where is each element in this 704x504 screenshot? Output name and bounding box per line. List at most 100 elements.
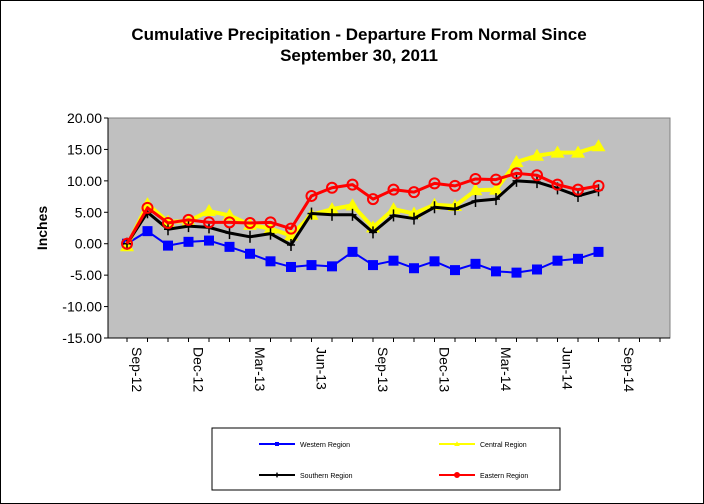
data-point-circle [490, 173, 502, 186]
data-point-plus [389, 209, 398, 222]
data-point-plus [275, 472, 279, 478]
data-point-circle [162, 216, 174, 229]
y-tick-label: -10.00 [62, 299, 102, 315]
legend-entry: Central Region [439, 441, 527, 449]
data-point-plus [410, 212, 418, 225]
legend-label: Southern Region [300, 473, 353, 480]
y-tick-label: 5.00 [75, 204, 102, 220]
data-point-square [163, 240, 173, 251]
data-point-circle [326, 181, 338, 194]
data-point-triangle [222, 208, 237, 221]
data-point-triangle [202, 204, 216, 217]
x-tick-label: Dec-12 [191, 347, 207, 392]
data-point-square [368, 260, 378, 271]
chart-title-line-2: September 30, 2011 [280, 46, 438, 65]
legend-entry: Western Region [259, 442, 350, 449]
x-tick-label: Jun-13 [314, 347, 330, 390]
data-point-triangle [571, 145, 585, 158]
data-point-plus [164, 223, 172, 236]
data-point-plus [512, 174, 521, 187]
data-point-triangle [386, 202, 401, 215]
data-point-square [286, 261, 296, 272]
series-layer [120, 139, 606, 278]
x-tick-label: Sep-14 [621, 347, 637, 392]
data-point-circle [223, 216, 236, 229]
data-point-circle [285, 222, 297, 235]
x-tick-label: Mar-14 [498, 347, 514, 392]
data-point-triangle [468, 183, 483, 196]
data-point-square [306, 260, 317, 271]
legend-box [211, 427, 561, 491]
data-point-square [224, 241, 235, 252]
data-point-triangle [550, 145, 565, 158]
y-tick-label: -15.00 [62, 330, 102, 346]
x-tick-label: Mar-13 [252, 347, 268, 392]
data-point-triangle [591, 139, 606, 152]
data-point-square [204, 235, 214, 246]
data-point-square [429, 256, 440, 267]
data-point-triangle [509, 155, 524, 167]
data-point-circle [244, 216, 256, 229]
data-point-circle [572, 183, 584, 196]
data-point-square [573, 253, 583, 264]
y-tick-label: 15.00 [67, 141, 102, 157]
legend-entry: Eastern Region [439, 472, 528, 480]
data-point-square [388, 255, 399, 266]
chart-title-line-1: Cumulative Precipitation - Departure Fro… [131, 25, 586, 44]
data-point-triangle [489, 182, 503, 195]
legend-entry: Southern Region [259, 472, 353, 480]
data-point-square [470, 258, 481, 269]
data-point-circle [346, 178, 359, 191]
data-point-square [409, 263, 419, 274]
data-point-circle [203, 216, 215, 229]
data-point-circle [531, 169, 543, 182]
data-point-square [183, 236, 194, 247]
data-point-square [450, 265, 460, 276]
data-point-plus [574, 189, 582, 202]
y-tick-label: -5.00 [70, 267, 102, 283]
data-point-circle [551, 178, 564, 191]
data-point-plus [471, 194, 480, 207]
data-point-circle [469, 172, 482, 185]
data-point-square [593, 246, 604, 257]
data-point-circle [264, 216, 277, 229]
data-point-plus [430, 201, 439, 214]
x-tick-label: Sep-12 [129, 347, 145, 392]
series-line [125, 171, 599, 245]
data-point-plus [246, 230, 254, 243]
data-point-circle [387, 183, 400, 196]
data-point-circle [141, 201, 154, 214]
legend-label: Western Region [300, 442, 350, 449]
series-eastern-region [121, 167, 605, 250]
data-point-circle [449, 179, 461, 192]
y-axis-label: Inches [34, 206, 50, 251]
data-point-circle [121, 237, 133, 250]
x-tick-label: Sep-13 [375, 347, 391, 392]
data-point-triangle [325, 202, 339, 215]
data-point-circle [592, 179, 605, 192]
data-point-plus [287, 238, 295, 251]
data-point-triangle [530, 148, 544, 161]
data-point-triangle [454, 441, 460, 446]
data-point-plus [225, 227, 234, 240]
data-point-circle [428, 177, 441, 190]
legend-label: Eastern Region [480, 473, 528, 480]
data-point-circle [454, 472, 460, 478]
series-western-region [122, 226, 604, 278]
y-tick-label: 0.00 [75, 236, 102, 252]
y-tick-label: 20.00 [67, 110, 102, 126]
y-tick-label: 10.00 [67, 173, 102, 189]
data-point-plus [307, 207, 316, 220]
data-point-square [275, 442, 279, 446]
data-point-circle [367, 193, 379, 206]
data-point-square [532, 264, 542, 275]
data-point-plus [266, 227, 275, 240]
x-axis-ticks: Sep-12 Dec-12 Mar-13 Jun-13 Sep-13 Dec-13 Mar-… [126, 338, 661, 392]
data-point-plus [184, 220, 193, 233]
data-point-square [327, 261, 337, 272]
legend: Western Region Central Region Southern Reg… [259, 441, 528, 480]
data-point-plus [492, 193, 500, 206]
data-point-circle [408, 186, 420, 199]
